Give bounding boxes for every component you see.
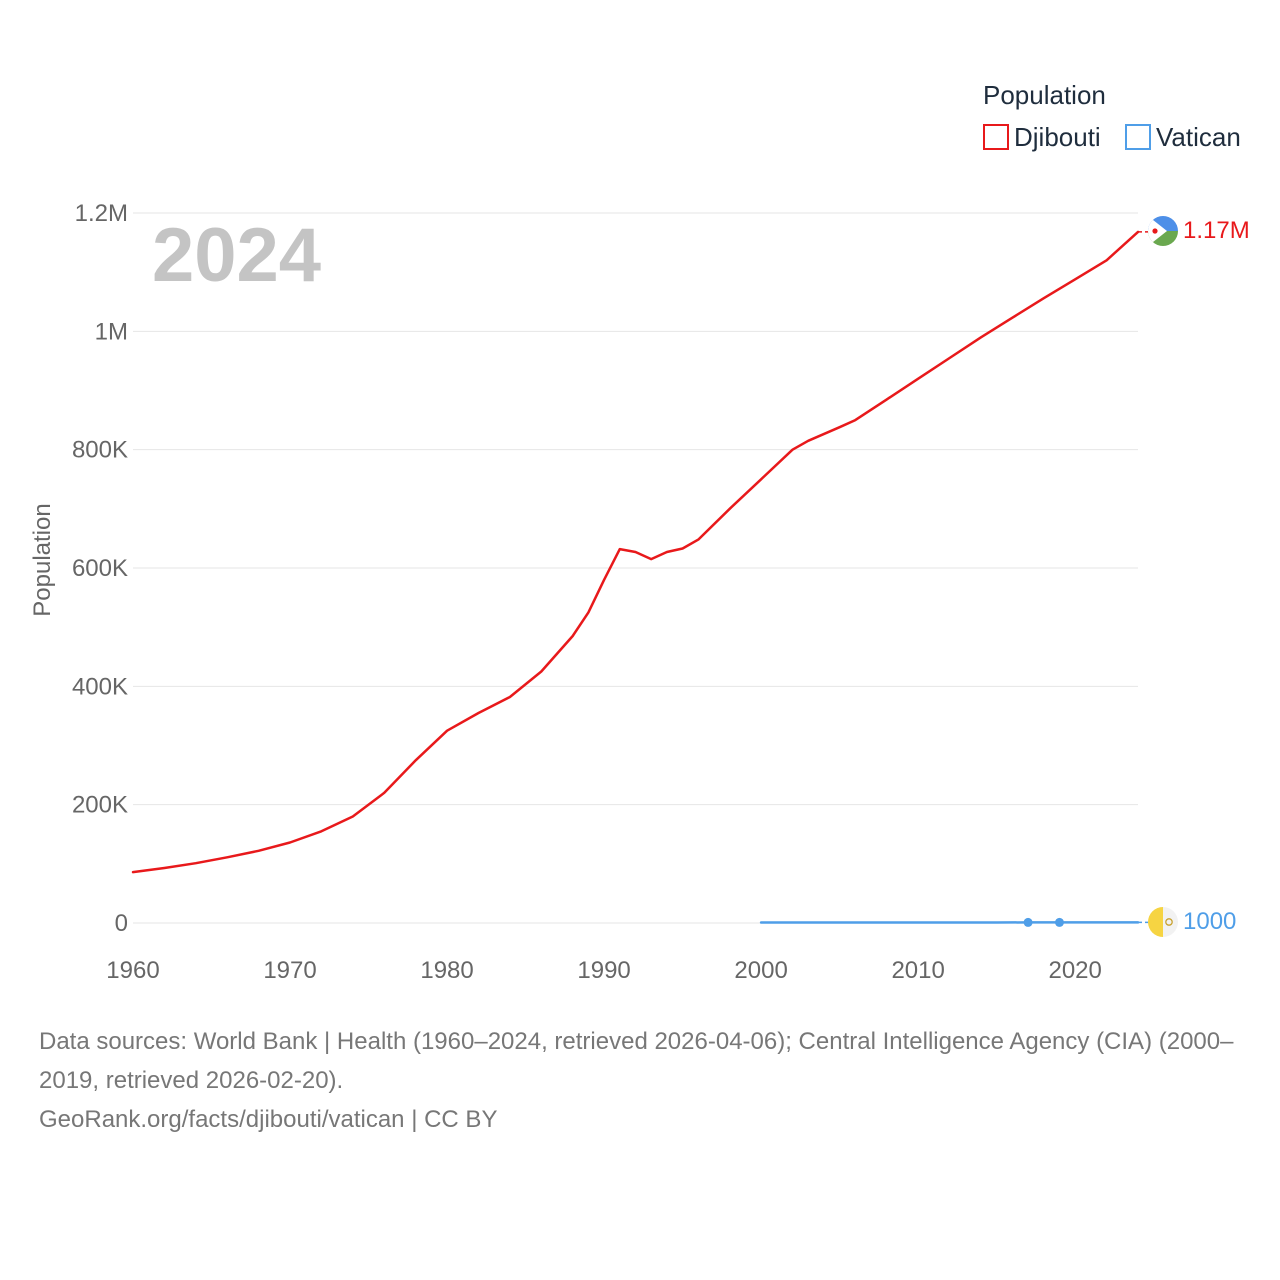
x-tick-label-3: 1990 [577,957,630,984]
x-axis-ticks: 1960 1970 1980 1990 2000 2010 2020 [106,957,1102,984]
series-line-djibouti [131,230,1140,874]
marker-vatican-0 [1023,917,1033,927]
gridlines [133,212,1138,924]
legend-label-djibouti: Djibouti [1014,122,1101,152]
legend-title: Population [983,80,1106,110]
credit-link[interactable]: GeoRank.org/facts/djibouti/vatican | CC … [39,1106,498,1133]
x-tick-label-4: 2000 [734,957,787,984]
footer: Data sources: World Bank | Health (1960–… [39,1022,1259,1139]
y-axis-ticks: 0 200K 400K 600K 800K 1M 1.2M [72,200,128,937]
legend-label-vatican: Vatican [1156,122,1241,152]
y-tick-label-3: 600K [72,555,128,582]
x-tick-label-1: 1970 [263,957,316,984]
year-overlay: 2024 [152,213,321,298]
x-tick-label-5: 2010 [891,957,944,984]
legend-swatch-vatican [1125,124,1151,150]
y-tick-label-6: 1.2M [75,200,128,227]
series-lines [131,230,1150,927]
x-tick-label-2: 1980 [420,957,473,984]
y-tick-label-2: 400K [72,673,128,700]
y-tick-label-4: 800K [72,437,128,464]
end-label-vatican: 1000 [1183,908,1236,935]
vatican-flag-icon [1148,907,1178,937]
y-tick-label-0: 0 [115,910,128,937]
y-tick-label-1: 200K [72,792,128,819]
y-tick-label-5: 1M [95,318,128,345]
y-axis-label: Population [29,503,56,616]
legend-item-djibouti[interactable]: Djibouti [983,122,1101,152]
legend: Population Djibouti Vatican [983,80,1241,152]
end-label-djibouti: 1.17M [1183,217,1250,244]
legend-item-vatican[interactable]: Vatican [1125,122,1241,152]
legend-swatch-djibouti [983,124,1009,150]
djibouti-flag-icon [1148,216,1178,246]
marker-vatican-1 [1054,917,1064,927]
data-sources-text: Data sources: World Bank | Health (1960–… [39,1028,1234,1094]
x-tick-label-6: 2020 [1048,957,1101,984]
x-tick-label-0: 1960 [106,957,159,984]
